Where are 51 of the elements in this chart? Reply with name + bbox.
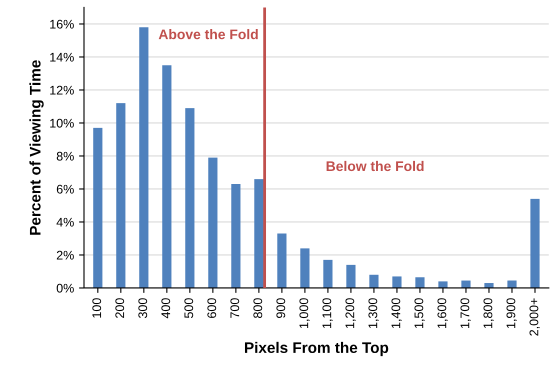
x-tick-label: 1,500 <box>414 298 425 328</box>
bar <box>530 198 540 288</box>
x-tick-label: 900 <box>276 298 286 318</box>
bar <box>323 260 333 288</box>
bar <box>231 184 240 288</box>
bar <box>162 65 172 288</box>
annotation: Below the Fold <box>326 160 424 172</box>
x-tick-label: 1,600 <box>437 298 448 328</box>
bar <box>346 264 356 288</box>
x-tick-label: 800 <box>253 298 262 318</box>
y-tick-label: 6% <box>56 184 74 194</box>
x-tick-label: 300 <box>138 298 148 318</box>
bar <box>93 128 102 288</box>
bar <box>185 108 194 288</box>
y-tick-label: 14% <box>50 52 74 62</box>
x-axis-title: Pixels From the Top <box>244 342 388 356</box>
y-tick-label: 16% <box>50 20 74 29</box>
x-tick-label: 1,700 <box>460 298 471 328</box>
y-tick-label: 8% <box>56 152 74 161</box>
x-tick-label: 100 <box>92 298 102 318</box>
bar <box>461 280 471 288</box>
x-tick-label: 1,200 <box>345 298 356 328</box>
y-tick-label: 12% <box>50 86 74 95</box>
bar <box>369 274 379 288</box>
x-tick-label: 1,900 <box>506 298 517 328</box>
x-tick-label: 700 <box>230 298 240 318</box>
y-tick-label: 0% <box>56 284 74 293</box>
bar <box>415 277 425 288</box>
x-tick-label: 1,300 <box>368 298 379 328</box>
y-tick-label: 4% <box>56 218 74 227</box>
bar <box>208 158 218 288</box>
x-tick-label: 1,400 <box>391 298 402 328</box>
bar <box>277 234 286 288</box>
x-tick-label: 600 <box>207 298 216 318</box>
x-tick-label: 1,000 <box>299 298 310 328</box>
y-tick-label: 10% <box>50 118 74 128</box>
x-tick-label: 500 <box>184 298 194 318</box>
annotation: Above the Fold <box>158 29 258 40</box>
x-tick-label: 1,100 <box>322 298 333 328</box>
bar <box>392 276 402 288</box>
x-tick-label: 2,000+ <box>530 298 540 336</box>
bar <box>300 248 310 288</box>
x-tick-label: 400 <box>161 298 170 318</box>
bar <box>139 27 148 288</box>
y-axis-title: Percent of Viewing Time <box>29 60 44 235</box>
bar <box>507 280 517 288</box>
y-tick-label: 2% <box>56 250 74 260</box>
bar <box>254 179 264 288</box>
x-tick-label: 200 <box>115 298 124 318</box>
bar <box>116 103 126 288</box>
x-tick-label: 1,800 <box>483 298 494 328</box>
